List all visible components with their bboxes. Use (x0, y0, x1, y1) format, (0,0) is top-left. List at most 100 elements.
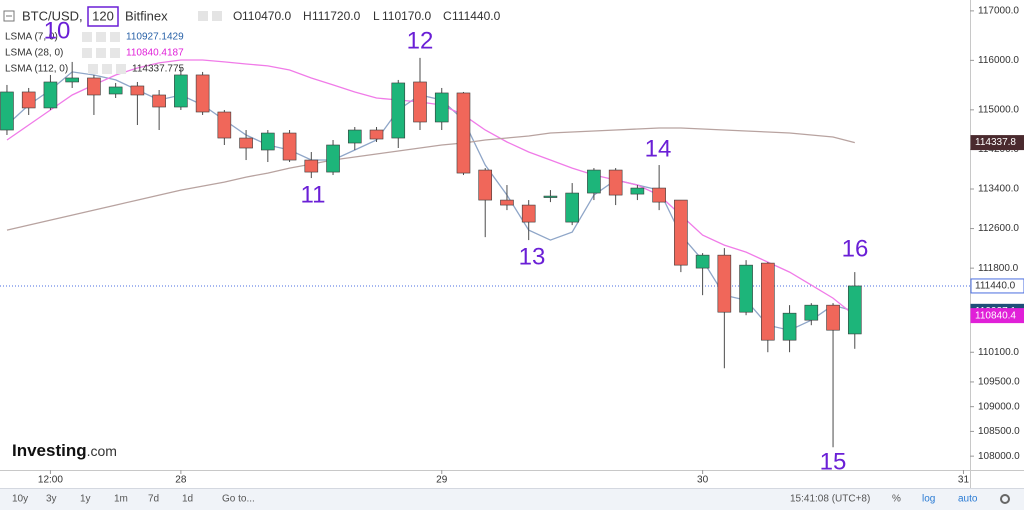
candle-body (695, 254, 710, 269)
candle-body (43, 81, 58, 109)
y-tick-label: 112600.0 (978, 223, 1019, 234)
legend-icon[interactable] (102, 64, 112, 74)
legend-icon[interactable] (116, 64, 126, 74)
candle-body (65, 77, 79, 83)
annotation: 15 (820, 448, 847, 475)
legend-name: LSMA (112, 0) (5, 64, 68, 75)
legend-icon[interactable] (96, 32, 106, 42)
candle-body (478, 169, 493, 201)
candle-body (782, 312, 797, 341)
legend-icon[interactable] (110, 32, 120, 42)
y-tick-label: 110100.0 (978, 347, 1019, 358)
range-button[interactable]: 1y (80, 494, 91, 505)
candle-body (217, 111, 232, 139)
indicator-line (6, 59, 856, 317)
logo-suffix: .com (87, 443, 117, 459)
candle-body (391, 82, 406, 139)
annotation: 13 (519, 243, 546, 270)
candle-body (804, 304, 819, 321)
range-button[interactable]: 3y (46, 494, 57, 505)
candle-body (347, 129, 362, 144)
legend-icon[interactable] (82, 48, 92, 58)
symbol: BTC/USD, (22, 8, 83, 23)
settings-icon[interactable] (212, 11, 222, 21)
annotation: 10 (44, 17, 71, 44)
candles (0, 57, 862, 448)
legend-value: 114337.775 (132, 64, 185, 75)
legend-icon[interactable] (88, 64, 98, 74)
price-tag (970, 278, 1024, 294)
price-tag (970, 135, 1024, 151)
legend-icon[interactable] (110, 48, 120, 58)
candle-body (108, 86, 123, 95)
x-tick-label: 31 (958, 475, 970, 486)
x-tick-label: 12:00 (38, 475, 63, 486)
logo-brand-text: Investing (12, 441, 87, 460)
candle-body (630, 187, 645, 195)
candle-body (195, 74, 210, 113)
candle-body (369, 129, 384, 140)
candle-body (456, 92, 471, 174)
exchange: Bitfinex (125, 8, 168, 23)
candle-body (543, 195, 558, 198)
y-tick-label: 108500.0 (978, 426, 1020, 437)
y-tick-label: 108000.0 (978, 451, 1020, 462)
logo-brand: Investing.com (12, 441, 117, 460)
option-button[interactable]: auto (958, 494, 978, 505)
eye-icon[interactable] (198, 11, 208, 21)
legend-icon[interactable] (96, 48, 106, 58)
ohlc-key: O (233, 9, 242, 23)
range-button[interactable]: 10y (12, 494, 28, 505)
ohlc-key: C (443, 9, 452, 23)
collapse-icon[interactable] (3, 10, 15, 22)
candle-body (152, 94, 166, 108)
candle-body (674, 199, 688, 266)
y-tick-label: 115000.0 (978, 104, 1019, 115)
goto-button[interactable]: Go to... (222, 494, 255, 505)
ohlc-key: L (373, 9, 380, 23)
lines (0, 59, 970, 331)
candle-body (261, 132, 275, 151)
price-tag-label: 111440.0 (975, 281, 1016, 292)
candle-body (521, 204, 536, 223)
y-tick-label: 117000.0 (978, 6, 1019, 17)
x-tick-label: 30 (697, 475, 709, 486)
legend-name: LSMA (28, 0) (5, 48, 63, 59)
x-tick-label: 29 (436, 475, 448, 486)
candle-body (174, 74, 188, 108)
candle-body (500, 199, 514, 206)
candle-body (130, 85, 145, 96)
indicator-line (6, 127, 855, 231)
range-button[interactable]: 1d (182, 494, 193, 505)
y-tick-label: 113400.0 (978, 184, 1019, 195)
option-button[interactable]: % (892, 494, 901, 505)
candle-body (434, 92, 449, 123)
ohlc-value: 111440.0 (452, 9, 501, 23)
overlay: BTC/USD, 120 Bitfinex O 110470.0 H 111720.0… (3, 6, 501, 75)
clock: 15:41:08 (UTC+8) (790, 494, 870, 505)
settings-gear[interactable] (1000, 494, 1010, 504)
y-tick-label: 116000.0 (978, 55, 1019, 66)
annotation: 11 (301, 181, 326, 208)
y-tick-label: 109500.0 (978, 377, 1020, 388)
option-button[interactable]: log (922, 494, 935, 505)
candle-body (326, 144, 340, 173)
y-tick-label: 111800.0 (978, 263, 1019, 274)
candle-body (304, 159, 319, 173)
interval: 120 (92, 8, 114, 23)
range-button[interactable]: 1m (114, 494, 128, 505)
range-button[interactable]: 7d (148, 494, 159, 505)
y-tick-label: 109000.0 (978, 401, 1020, 412)
legend-icon[interactable] (82, 32, 92, 42)
interval-box[interactable] (87, 6, 119, 27)
candle-body (239, 137, 253, 149)
legend-value: 110927.1429 (126, 32, 184, 43)
bottom-toolbar (0, 488, 1024, 510)
x-tick-label: 28 (175, 475, 187, 486)
ohlc-value: 111720.0 (312, 9, 361, 23)
annotation: 12 (407, 27, 434, 54)
candle-body (282, 132, 297, 161)
indicator-line (6, 71, 855, 331)
ohlc-key: H (303, 9, 312, 23)
